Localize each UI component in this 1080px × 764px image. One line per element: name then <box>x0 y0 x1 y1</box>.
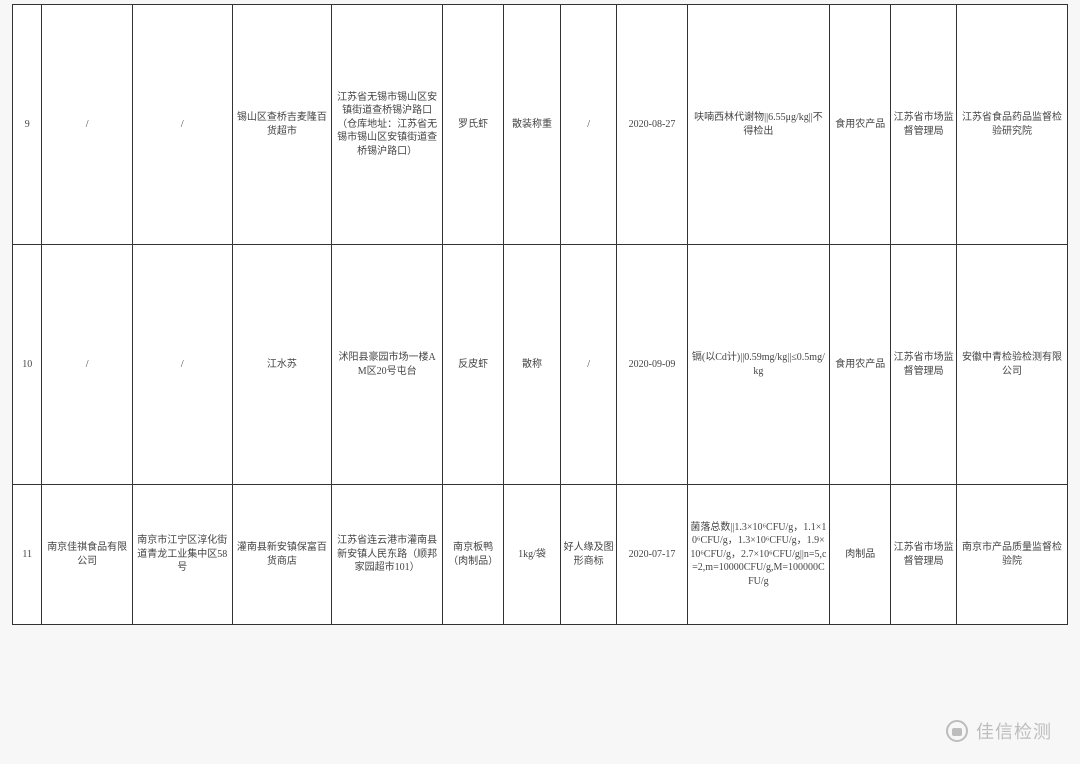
cell-source: 江苏省市场监督管理局 <box>891 5 957 245</box>
cell-category: 食用农产品 <box>830 5 891 245</box>
cell-sampled-unit: 锡山区查桥吉麦隆百货超市 <box>232 5 332 245</box>
cell-date: 2020-07-17 <box>617 485 687 625</box>
cell-trademark: / <box>560 245 617 485</box>
cell-category: 肉制品 <box>830 485 891 625</box>
cell-date: 2020-09-09 <box>617 245 687 485</box>
cell-date: 2020-08-27 <box>617 5 687 245</box>
cell-lab: 南京市产品质量监督检验院 <box>956 485 1067 625</box>
watermark: 佳信检测 <box>946 718 1052 744</box>
cell-source: 江苏省市场监督管理局 <box>891 485 957 625</box>
table-row: 10 / / 江水苏 沭阳县豪园市场一楼AM区20号屯台 反皮虾 散称 / 20… <box>13 245 1068 485</box>
cell-fail: 呋喃西林代谢物||6.55μg/kg||不得检出 <box>687 5 830 245</box>
cell-sampled-addr: 沭阳县豪园市场一楼AM区20号屯台 <box>332 245 443 485</box>
cell-producer: 南京佳祺食品有限公司 <box>42 485 133 625</box>
document-sheet: 9 / / 锡山区查桥吉麦隆百货超市 江苏省无锡市锡山区安镇街道查桥锡沪路口（仓… <box>12 4 1068 625</box>
wechat-icon <box>946 720 968 742</box>
cell-food: 南京板鸭（肉制品） <box>443 485 504 625</box>
cell-fail: 菌落总数||1.3×10⁶CFU/g，1.1×10⁶CFU/g，1.3×10⁶C… <box>687 485 830 625</box>
cell-producer: / <box>42 245 133 485</box>
cell-fail: 镉(以Cd计)||0.59mg/kg||≤0.5mg/kg <box>687 245 830 485</box>
cell-spec: 散称 <box>504 245 561 485</box>
table-row: 11 南京佳祺食品有限公司 南京市江宁区淳化街道青龙工业集中区58号 灌南县新安… <box>13 485 1068 625</box>
cell-producer-addr: / <box>132 5 232 245</box>
cell-lab: 安徽中青检验检测有限公司 <box>956 245 1067 485</box>
cell-category: 食用农产品 <box>830 245 891 485</box>
cell-food: 罗氏虾 <box>443 5 504 245</box>
watermark-text: 佳信检测 <box>976 718 1052 744</box>
cell-seq: 10 <box>13 245 42 485</box>
cell-lab: 江苏省食品药品监督检验研究院 <box>956 5 1067 245</box>
cell-trademark: / <box>560 5 617 245</box>
cell-producer-addr: 南京市江宁区淳化街道青龙工业集中区58号 <box>132 485 232 625</box>
cell-trademark: 好人缘及图形商标 <box>560 485 617 625</box>
cell-producer: / <box>42 5 133 245</box>
cell-seq: 11 <box>13 485 42 625</box>
cell-producer-addr: / <box>132 245 232 485</box>
cell-spec: 1kg/袋 <box>504 485 561 625</box>
cell-sampled-unit: 灌南县新安镇保富百货商店 <box>232 485 332 625</box>
cell-sampled-addr: 江苏省无锡市锡山区安镇街道查桥锡沪路口（仓库地址：江苏省无锡市锡山区安镇街道查桥… <box>332 5 443 245</box>
cell-seq: 9 <box>13 5 42 245</box>
cell-sampled-addr: 江苏省连云港市灌南县新安镇人民东路（顺邦家园超市101） <box>332 485 443 625</box>
table-row: 9 / / 锡山区查桥吉麦隆百货超市 江苏省无锡市锡山区安镇街道查桥锡沪路口（仓… <box>13 5 1068 245</box>
cell-source: 江苏省市场监督管理局 <box>891 245 957 485</box>
cell-food: 反皮虾 <box>443 245 504 485</box>
cell-sampled-unit: 江水苏 <box>232 245 332 485</box>
cell-spec: 散装称重 <box>504 5 561 245</box>
inspection-table: 9 / / 锡山区查桥吉麦隆百货超市 江苏省无锡市锡山区安镇街道查桥锡沪路口（仓… <box>12 4 1068 625</box>
